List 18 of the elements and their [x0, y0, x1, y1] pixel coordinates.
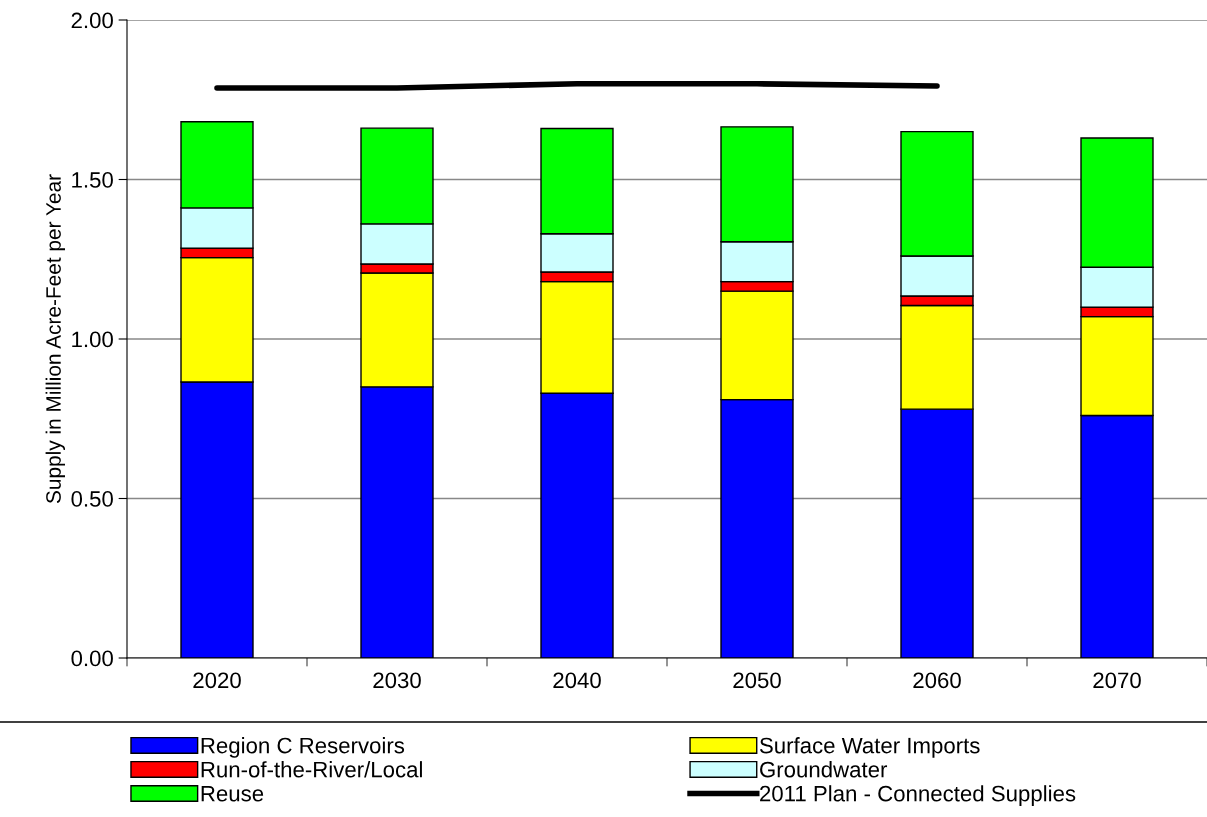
y-tick-label: 1.00 [72, 331, 113, 348]
y-tick-label: 2.00 [71, 12, 113, 29]
legend-label: Region C Reservoirs [201, 737, 405, 758]
x-tick-label: 2050 [733, 672, 781, 689]
x-tick-label: 2030 [373, 672, 421, 689]
x-tick-label: 2060 [913, 672, 961, 689]
x-tick-label: 2020 [193, 672, 241, 689]
y-tick-label: 0.00 [71, 650, 113, 667]
y-tick-label: 1.50 [72, 172, 113, 188]
y-tick-label: 0.50 [71, 491, 113, 507]
x-tick-label: 2070 [1093, 672, 1141, 689]
legend-label: Reuse [201, 785, 264, 802]
legend-label: Surface Water Imports [759, 737, 980, 758]
legend-label: Run-of-the-River/Local [201, 761, 422, 778]
legend-label: 2011 Plan - Connected Supplies [760, 785, 1076, 806]
x-tick-label: 2040 [553, 672, 601, 689]
legend-label: Groundwater [760, 761, 888, 778]
y-axis-title: Supply in Million Acre-Feet per Year [45, 174, 65, 504]
